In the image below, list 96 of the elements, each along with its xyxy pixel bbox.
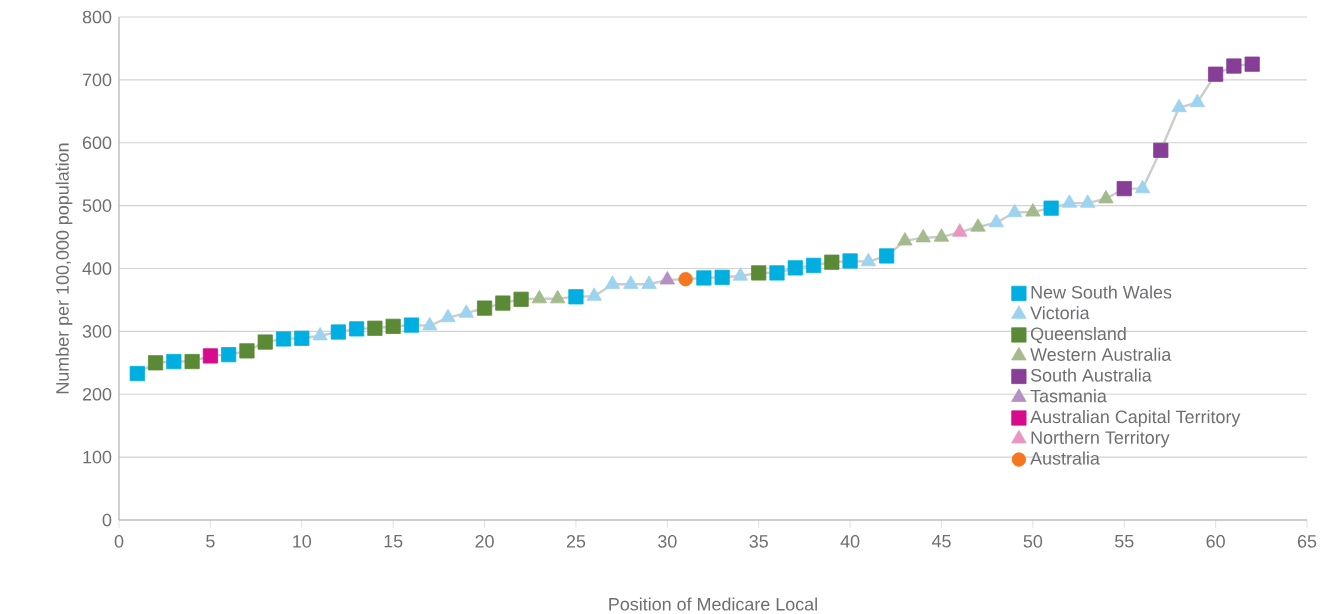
point xyxy=(714,269,730,285)
point xyxy=(147,355,164,371)
point xyxy=(623,275,639,289)
point xyxy=(824,254,840,270)
point xyxy=(1116,181,1132,197)
y-tick-label: 100 xyxy=(83,450,112,464)
point xyxy=(586,287,602,301)
point xyxy=(458,304,474,318)
point xyxy=(1189,93,1205,108)
point xyxy=(1134,179,1151,194)
point xyxy=(952,223,968,237)
point xyxy=(1226,58,1242,74)
y-tick-label: 200 xyxy=(82,387,112,401)
y-tick-label: 600 xyxy=(82,136,112,150)
point xyxy=(769,265,785,281)
y-tick-label: 300 xyxy=(82,325,112,338)
point xyxy=(422,316,438,331)
y-tick-label: 800 xyxy=(82,10,112,24)
point xyxy=(1208,66,1224,82)
point xyxy=(1080,194,1096,208)
point xyxy=(275,331,292,347)
point xyxy=(897,232,913,246)
point xyxy=(1171,98,1187,113)
point xyxy=(842,253,858,269)
point xyxy=(568,289,584,305)
x-tick-label: 45 xyxy=(931,535,951,548)
x-tick-label: 35 xyxy=(749,535,768,548)
point xyxy=(1153,142,1169,158)
legend-label: Australian Capital Territory xyxy=(1030,410,1241,427)
legend-label: Australia xyxy=(1030,451,1100,465)
y-axis-title: Number per 100,000 population xyxy=(55,143,73,394)
x-axis-title: Position of Medicare Local xyxy=(609,597,817,611)
point xyxy=(349,321,365,337)
point xyxy=(184,353,200,370)
point xyxy=(550,289,566,304)
point xyxy=(1006,203,1023,218)
x-tick-label: 40 xyxy=(840,535,860,548)
legend-label: Northern Territory xyxy=(1031,430,1170,448)
point xyxy=(367,320,383,336)
point xyxy=(879,248,895,264)
point xyxy=(221,347,237,363)
x-tick-label: 30 xyxy=(658,535,677,548)
point xyxy=(330,324,346,340)
point xyxy=(1098,189,1114,204)
x-tick-label: 5 xyxy=(206,535,215,548)
legend-label: South Australia xyxy=(1030,368,1152,382)
point xyxy=(403,317,420,333)
point xyxy=(476,300,493,316)
point xyxy=(659,271,675,285)
point xyxy=(257,334,273,350)
point xyxy=(641,275,657,289)
point xyxy=(385,318,401,334)
legend-label: Victoria xyxy=(1030,306,1090,320)
x-tick-label: 50 xyxy=(1023,535,1043,548)
x-tick-label: 65 xyxy=(1297,535,1317,548)
point xyxy=(1043,200,1059,216)
point xyxy=(129,365,145,382)
x-tick-label: 0 xyxy=(114,535,124,548)
point xyxy=(239,343,255,359)
point xyxy=(604,275,621,289)
x-tick-label: 15 xyxy=(384,535,403,548)
point xyxy=(751,265,767,281)
y-tick-label: 400 xyxy=(82,262,112,275)
point xyxy=(166,353,182,370)
point xyxy=(513,291,529,307)
point xyxy=(787,260,803,276)
point xyxy=(732,267,749,281)
y-tick-label: 0 xyxy=(102,513,112,527)
point xyxy=(988,213,1004,228)
y-tick-label: 500 xyxy=(82,199,112,212)
point xyxy=(860,252,877,267)
point xyxy=(933,228,950,242)
point xyxy=(1244,56,1260,72)
point xyxy=(495,295,511,311)
point xyxy=(1025,203,1041,217)
x-tick-label: 55 xyxy=(1114,535,1134,548)
legend-label: Western Australia xyxy=(1030,347,1172,361)
legend-label: New South Wales xyxy=(1031,285,1172,299)
legend-label: Tasmania xyxy=(1030,389,1107,403)
point xyxy=(531,289,548,304)
point xyxy=(915,228,931,243)
point xyxy=(678,272,693,287)
point xyxy=(294,330,310,346)
x-tick-label: 10 xyxy=(293,535,312,548)
point xyxy=(970,218,986,232)
point xyxy=(696,270,712,286)
x-tick-label: 25 xyxy=(566,535,586,548)
point xyxy=(440,308,456,323)
y-tick-label: 700 xyxy=(82,73,112,87)
x-tick-label: 60 xyxy=(1206,535,1225,548)
legend-label: Queensland xyxy=(1030,326,1126,344)
point xyxy=(1061,194,1078,208)
point xyxy=(805,257,822,273)
x-tick-label: 20 xyxy=(475,535,494,548)
point xyxy=(312,327,328,341)
point xyxy=(202,348,218,364)
